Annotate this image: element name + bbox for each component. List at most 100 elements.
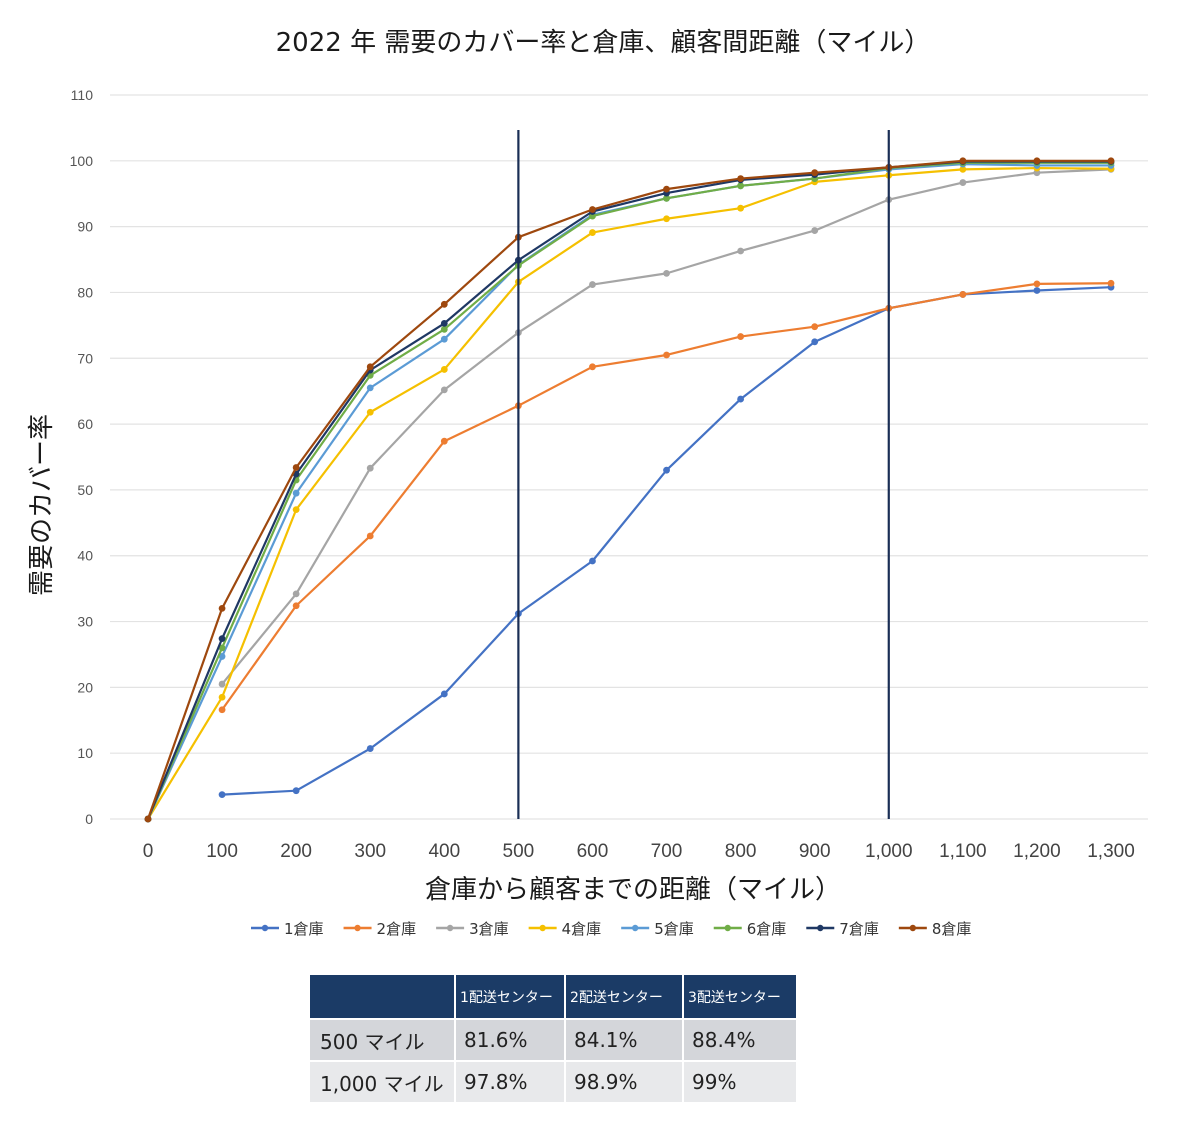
y-axis-label: 需要のカバー率	[27, 414, 57, 596]
table-row-label: 1,000 マイル	[308, 1060, 456, 1104]
data-point	[663, 185, 670, 193]
data-point	[663, 466, 670, 474]
legend-item: 3倉庫	[436, 920, 509, 938]
legend-item: 8倉庫	[898, 920, 972, 938]
x-tick-label: 1,200	[1013, 841, 1061, 862]
data-point	[589, 281, 596, 288]
data-point	[366, 408, 374, 416]
data-point	[292, 602, 300, 610]
y-tick-label: 80	[77, 284, 93, 300]
data-point	[1107, 157, 1115, 165]
series-line	[146, 159, 1111, 820]
y-tick-label: 110	[71, 87, 94, 103]
data-point	[440, 335, 448, 343]
data-point	[663, 269, 670, 277]
series-line	[147, 166, 1112, 820]
table-header-cell: 1配送センター	[454, 973, 566, 1020]
table-row: 500 マイル 81.6% 84.1% 88.4%	[308, 1018, 798, 1062]
y-tick-label: 20	[77, 679, 93, 695]
y-tick-label: 40	[77, 548, 93, 564]
series-3倉庫	[218, 165, 1115, 688]
data-point	[811, 227, 819, 234]
x-tick-label: 800	[725, 841, 757, 862]
data-point	[440, 437, 448, 445]
data-point	[440, 366, 448, 373]
series-lines	[144, 157, 1115, 823]
data-point	[218, 791, 226, 799]
data-point	[440, 300, 448, 308]
data-point	[959, 165, 967, 173]
data-point	[1033, 287, 1041, 294]
data-point	[218, 706, 226, 714]
legend-marker	[724, 924, 731, 932]
data-point	[663, 351, 670, 359]
data-point	[366, 363, 374, 371]
legend-marker	[539, 924, 546, 932]
legend-item: 1倉庫	[251, 920, 324, 938]
data-point	[218, 644, 226, 652]
table-cell: 88.4%	[682, 1018, 798, 1062]
y-tick-labels: 0 10 20 30 40 50 60 70 80 90 100 110	[70, 87, 94, 827]
data-point	[366, 464, 374, 472]
y-tick-label: 60	[77, 416, 93, 432]
x-tick-label: 600	[577, 841, 609, 862]
table-header-row: 1配送センター 2配送センター 3配送センター	[308, 973, 798, 1020]
data-point	[292, 489, 300, 497]
legend-label: 6倉庫	[747, 920, 787, 938]
data-point	[1033, 157, 1041, 165]
y-tick-label: 50	[77, 482, 93, 498]
x-axis-label: 倉庫から顧客までの距離（マイル）	[425, 875, 841, 905]
series-line	[146, 161, 1111, 820]
legend-marker	[354, 924, 361, 932]
table-cell: 81.6%	[454, 1018, 566, 1062]
legend-marker	[817, 924, 824, 932]
data-point	[959, 179, 967, 186]
table-row: 1,000 マイル 97.8% 98.9% 99%	[308, 1060, 798, 1104]
legend-marker	[446, 924, 454, 932]
data-point	[737, 175, 745, 182]
legend-marker	[631, 924, 639, 932]
data-point	[218, 653, 226, 660]
legend-item: 2倉庫	[343, 920, 416, 938]
y-tick-label: 100	[70, 153, 94, 169]
y-tick-label: 30	[77, 614, 93, 630]
data-point	[366, 384, 374, 392]
data-point	[292, 464, 300, 471]
x-tick-label: 500	[503, 841, 535, 862]
legend-item: 6倉庫	[713, 920, 787, 938]
legend-label: 8倉庫	[932, 920, 972, 938]
series-6倉庫	[144, 159, 1115, 823]
x-tick-label: 400	[428, 841, 460, 862]
table-cell: 97.8%	[454, 1060, 566, 1104]
series-line	[222, 286, 1112, 796]
y-tick-label: 70	[77, 350, 93, 366]
chart-title: 2022 年 需要のカバー率と倉庫、顧客間距離（マイル）	[276, 28, 931, 58]
legend-item: 7倉庫	[806, 920, 879, 938]
data-point	[292, 787, 300, 795]
x-tick-label: 300	[354, 841, 386, 862]
data-point	[811, 169, 819, 177]
data-point	[737, 204, 745, 212]
data-point	[144, 815, 152, 823]
x-tick-label: 1,300	[1087, 841, 1135, 862]
legend-label: 3倉庫	[469, 920, 509, 938]
legend-label: 7倉庫	[839, 920, 879, 938]
y-tick-label: 10	[77, 745, 93, 761]
reference-lines	[517, 130, 890, 819]
data-point	[440, 319, 448, 327]
series-1倉庫	[218, 283, 1115, 799]
data-point	[1033, 280, 1041, 288]
data-point	[218, 604, 226, 612]
legend: 1倉庫 2倉庫 3倉庫 4倉庫 5倉庫 6倉庫 7倉庫 8倉庫	[251, 920, 971, 938]
x-tick-labels: 0 100 200 300 400 500 600 700 800 900 1,000 1,100 1,…	[143, 841, 1135, 862]
legend-label: 5倉庫	[654, 920, 694, 938]
legend-marker	[909, 924, 917, 932]
series-line	[221, 282, 1112, 711]
data-point	[1107, 279, 1115, 287]
series-line	[146, 163, 1111, 820]
data-point	[737, 182, 745, 190]
series-8倉庫	[144, 157, 1115, 823]
data-point	[366, 532, 374, 540]
data-point	[589, 229, 596, 236]
data-point	[737, 333, 745, 340]
